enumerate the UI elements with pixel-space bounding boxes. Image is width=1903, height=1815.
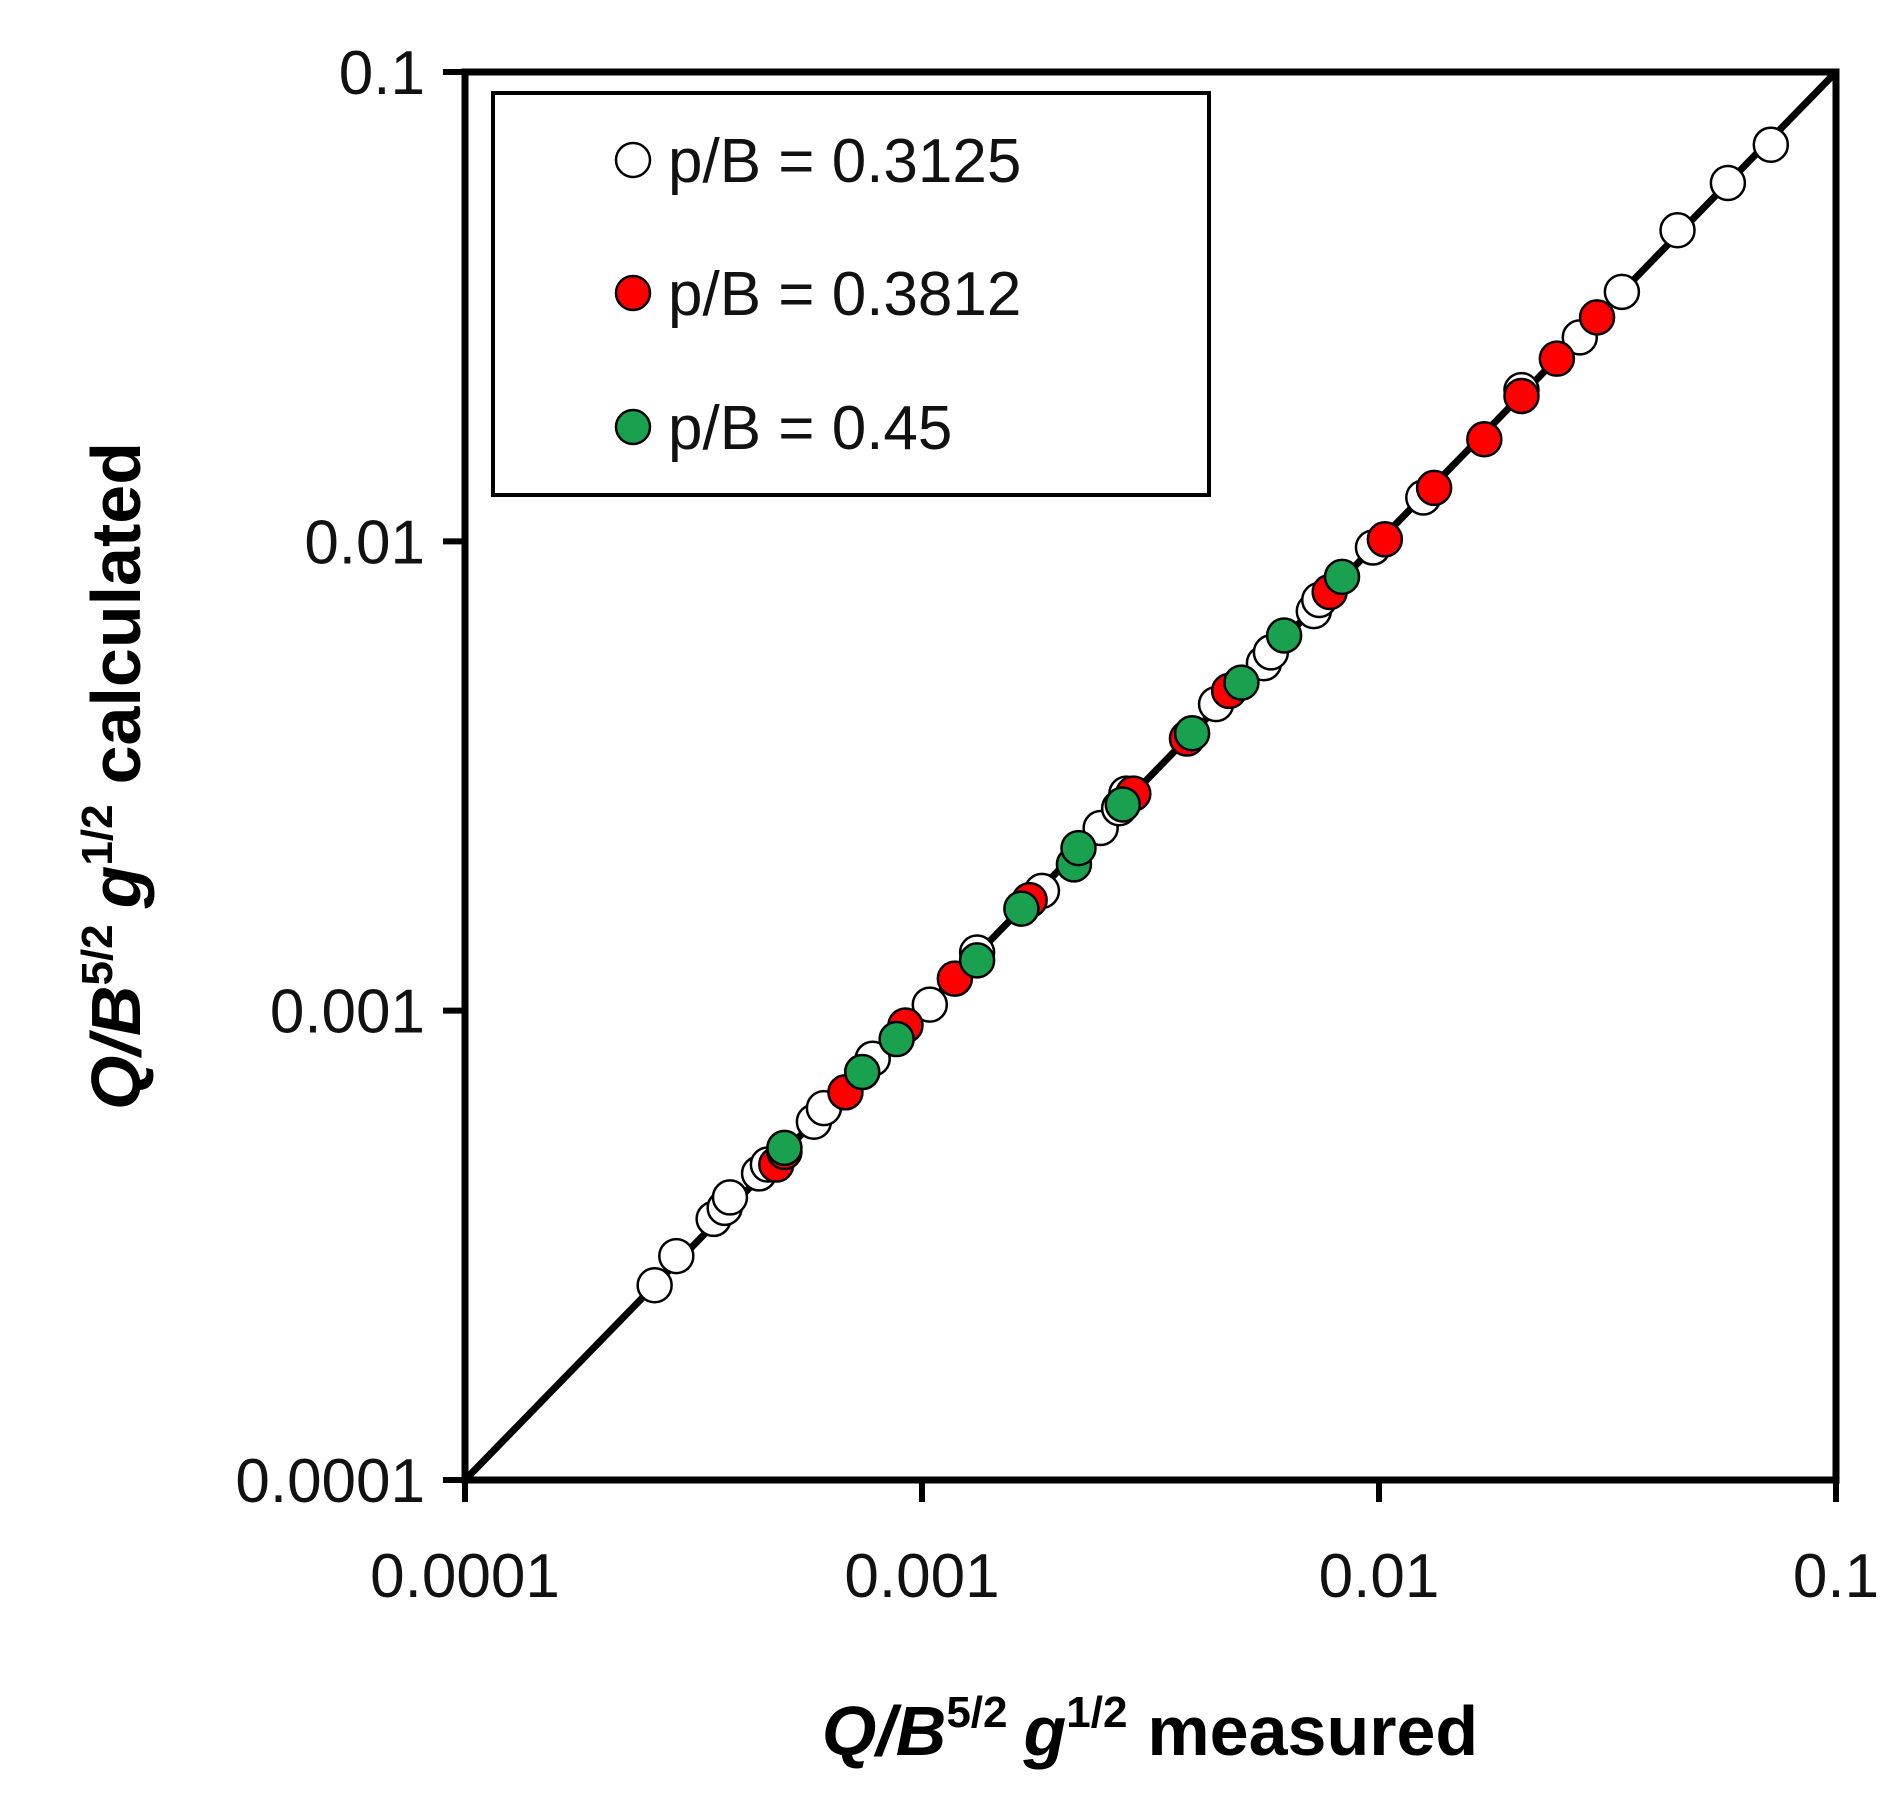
y-axis-title: Q/B5/2g1/2calculated — [73, 442, 155, 1110]
y-tick-label: 0.01 — [304, 508, 425, 577]
data-point-series-2 — [1466, 421, 1503, 458]
data-point-series-3 — [1104, 786, 1142, 823]
data-point-series-1 — [1752, 126, 1790, 163]
data-point-series-3 — [1060, 829, 1097, 867]
legend-label-series-2: p/B = 0.3812 — [668, 260, 1021, 329]
data-point-series-3 — [766, 1129, 803, 1167]
y-tick-label: 0.0001 — [235, 1447, 425, 1516]
data-point-series-3 — [878, 1020, 915, 1058]
legend-box — [491, 91, 1211, 497]
data-point-series-2 — [1503, 377, 1540, 415]
y-tick-label: 0.001 — [270, 978, 425, 1047]
data-point-series-2 — [1415, 469, 1453, 507]
data-point-series-3 — [1003, 890, 1040, 927]
x-tick-label: 0.01 — [1319, 1542, 1440, 1611]
x-tick-label: 0.0001 — [370, 1542, 560, 1611]
data-point-series-1 — [1709, 164, 1747, 202]
legend: p/B = 0.3125 p/B = 0.3812 p/B = 0.45 — [491, 91, 1211, 497]
legend-marker-series-3 — [614, 408, 652, 446]
data-point-series-1 — [636, 1266, 673, 1304]
x-axis-title: Q/B5/2 g1/2 measured — [822, 1688, 1478, 1770]
data-point-series-1 — [1603, 273, 1641, 311]
data-point-series-1 — [1659, 212, 1696, 249]
x-tick-label: 0.001 — [844, 1542, 999, 1611]
data-points — [636, 126, 1790, 1304]
data-point-series-3 — [1323, 558, 1361, 596]
legend-marker-series-1 — [614, 141, 652, 179]
data-point-series-3 — [1265, 617, 1303, 654]
data-point-series-3 — [1173, 715, 1211, 752]
x-axis-ticks: 0.0001 0.001 0.01 0.1 — [370, 1480, 1879, 1611]
data-point-series-1 — [911, 986, 949, 1023]
data-point-series-3 — [843, 1053, 881, 1091]
legend-marker-series-2 — [614, 274, 652, 312]
data-point-series-2 — [1366, 521, 1404, 558]
data-point-series-1 — [711, 1179, 749, 1216]
data-point-series-2 — [1538, 340, 1576, 377]
data-point-series-3 — [958, 942, 996, 979]
legend-label-series-1: p/B = 0.3125 — [668, 127, 1021, 196]
y-tick-label: 0.1 — [339, 39, 425, 108]
data-point-series-2 — [1578, 299, 1616, 336]
legend-label-series-3: p/B = 0.45 — [668, 394, 952, 463]
x-tick-label: 0.1 — [1793, 1542, 1879, 1611]
data-point-series-3 — [1223, 664, 1260, 701]
y-axis-ticks: 0.0001 0.001 0.01 0.1 — [235, 39, 465, 1516]
data-point-series-1 — [658, 1237, 695, 1275]
